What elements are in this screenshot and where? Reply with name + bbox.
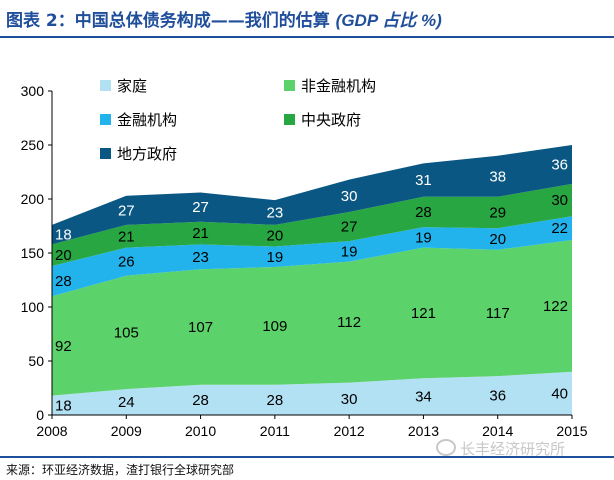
series-0-value-label: 30 — [341, 391, 358, 408]
x-tick-label: 2013 — [408, 423, 439, 439]
series-4-value-label: 27 — [118, 202, 135, 219]
series-3-area — [52, 183, 572, 266]
series-2-value-label: 23 — [192, 249, 209, 266]
series-0-value-label: 36 — [489, 388, 506, 405]
y-tick-label: 300 — [21, 83, 45, 99]
series-1-value-label: 107 — [188, 319, 213, 336]
x-tick-label: 2011 — [260, 423, 290, 439]
y-tick-label: 0 — [36, 407, 44, 423]
series-3-value-label: 21 — [192, 225, 209, 242]
series-1-value-label: 92 — [55, 338, 72, 355]
y-tick-label: 200 — [21, 191, 45, 207]
series-2-value-label: 19 — [341, 243, 358, 260]
series-1-value-label: 105 — [114, 324, 139, 341]
series-3-value-label: 29 — [489, 205, 506, 222]
series-0-value-label: 18 — [55, 397, 72, 414]
x-tick-label: 2014 — [482, 423, 513, 439]
x-tick-label: 2008 — [36, 423, 67, 439]
series-4-value-label: 36 — [551, 156, 568, 173]
series-0-area — [52, 371, 572, 415]
legend-label: 家庭 — [117, 77, 147, 95]
wechat-icon — [436, 439, 456, 456]
legend-label: 非金融机构 — [301, 77, 376, 95]
title-divider — [0, 36, 614, 38]
series-2-value-label: 28 — [55, 273, 72, 290]
series-4-value-label: 23 — [267, 205, 284, 222]
series-2-value-label: 22 — [551, 220, 568, 237]
x-tick-label: 2009 — [111, 423, 142, 439]
series-3-value-label: 30 — [551, 192, 568, 209]
y-tick-label: 150 — [21, 245, 45, 261]
series-3-value-label: 28 — [415, 204, 432, 221]
y-tick-label: 100 — [21, 299, 45, 315]
series-3-value-label: 21 — [118, 228, 135, 245]
legend-swatch — [284, 80, 295, 91]
series-3-value-label: 20 — [55, 247, 72, 264]
chart-title-unit: (GDP 占比 %) — [335, 11, 442, 30]
y-tick-label: 50 — [28, 353, 44, 369]
legend-swatch — [284, 114, 295, 125]
legend-swatch — [100, 114, 111, 125]
series-2-value-label: 20 — [489, 231, 506, 248]
series-1-value-label: 117 — [486, 305, 510, 322]
legend-label: 地方政府 — [117, 145, 177, 163]
series-4-value-label: 18 — [55, 227, 72, 244]
source-note: 来源：环亚经济数据，渣打银行全球研究部 — [6, 463, 235, 477]
series-0-value-label: 28 — [192, 392, 209, 409]
x-tick-label: 2012 — [334, 423, 365, 439]
series-1-value-label: 109 — [262, 318, 287, 335]
series-4-value-label: 27 — [192, 199, 209, 216]
series-0-value-label: 40 — [551, 385, 568, 402]
chart-title: 图表 2：中国总体债务构成——我们的估算 (GDP 占比 %) — [6, 6, 442, 31]
series-4-area — [52, 145, 572, 245]
series-4-value-label: 38 — [489, 168, 506, 185]
legend-swatch — [100, 148, 111, 159]
series-1-value-label: 112 — [337, 314, 361, 331]
series-4-value-label: 30 — [341, 188, 358, 205]
watermark: 长丰经济研究所 — [436, 438, 565, 459]
series-4-value-label: 31 — [415, 172, 432, 189]
series-2-value-label: 19 — [415, 229, 432, 246]
series-0-value-label: 24 — [118, 394, 135, 411]
x-tick-label: 2015 — [556, 423, 587, 439]
series-2-area — [52, 216, 572, 297]
watermark-text: 长丰经济研究所 — [460, 440, 566, 458]
x-tick-label: 2010 — [185, 423, 216, 439]
legend-label: 中央政府 — [301, 111, 361, 129]
series-2-value-label: 26 — [118, 254, 135, 271]
series-1-value-label: 122 — [543, 298, 568, 315]
legend-swatch — [100, 80, 111, 91]
series-0-value-label: 28 — [267, 392, 284, 409]
series-1-value-label: 121 — [411, 305, 436, 322]
series-2-value-label: 19 — [267, 249, 284, 266]
legend-label: 金融机构 — [117, 111, 177, 129]
series-0-value-label: 34 — [415, 389, 432, 406]
chart-title-main: 图表 2：中国总体债务构成——我们的估算 — [6, 11, 330, 31]
series-1-area — [52, 240, 572, 396]
source-divider — [0, 456, 614, 458]
series-3-value-label: 27 — [341, 219, 358, 236]
series-3-value-label: 20 — [267, 228, 284, 245]
y-tick-label: 250 — [21, 137, 45, 153]
